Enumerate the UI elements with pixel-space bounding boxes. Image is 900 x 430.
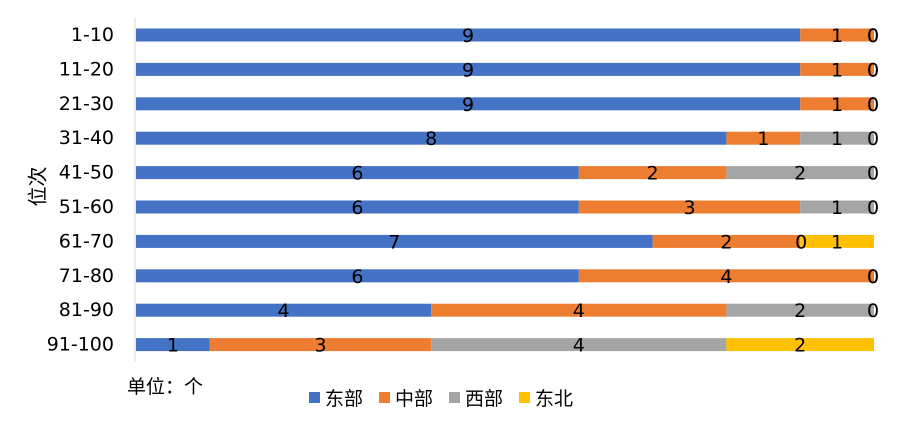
bar-central-61-70: [652, 234, 801, 248]
legend-label-northeast: 东北: [535, 388, 574, 410]
unit-note: 单位：个: [127, 376, 204, 398]
bar-central-31-40: [726, 131, 801, 145]
data-label-west-91-100: 4: [573, 335, 585, 357]
data-label-east-51-60: 6: [351, 197, 363, 219]
bar-east-21-30: [136, 97, 801, 111]
bars-group: [136, 28, 874, 352]
bar-central-11-20: [800, 62, 874, 76]
bar-west-91-100: [431, 338, 727, 352]
data-label-east-91-100: 1: [167, 335, 179, 357]
bar-central-91-100: [209, 338, 432, 352]
data-label-central-1-10: 1: [831, 25, 843, 47]
data-label-northeast-21-30: 0: [867, 94, 879, 116]
bar-northeast-61-70: [800, 234, 874, 248]
data-label-northeast-61-70: 1: [831, 231, 843, 253]
data-label-northeast-91-100: 2: [794, 335, 806, 357]
y-axis-title: 位次: [25, 166, 50, 207]
bar-west-31-40: [800, 131, 874, 145]
legend-swatch-northeast: [519, 392, 531, 403]
data-label-west-1-10: 0: [867, 25, 879, 47]
data-label-northeast-11-20: 0: [867, 59, 879, 81]
bar-east-61-70: [136, 234, 653, 248]
legend-label-west: 西部: [465, 388, 504, 410]
category-label-41-50: 41-50: [59, 162, 114, 184]
data-label-central-51-60: 3: [683, 197, 695, 219]
data-label-east-11-20: 9: [462, 59, 474, 81]
bar-west-41-50: [726, 166, 874, 180]
data-label-west-71-80: 0: [867, 266, 879, 288]
bar-east-91-100: [136, 338, 210, 352]
category-label-61-70: 61-70: [59, 230, 114, 252]
legend: 东部 中部 西部 东北: [309, 384, 589, 411]
legend-item-central: 中部: [379, 384, 433, 411]
bar-east-41-50: [136, 166, 579, 180]
bar-west-51-60: [800, 200, 874, 214]
data-label-east-41-50: 6: [351, 163, 363, 185]
category-label-91-100: 91-100: [47, 334, 114, 356]
data-label-west-41-50: 2: [794, 163, 806, 185]
data-label-northeast-51-60: 0: [867, 197, 879, 219]
category-label-21-30: 21-30: [59, 93, 114, 115]
bar-west-81-90: [726, 303, 874, 317]
legend-item-northeast: 东北: [519, 384, 573, 411]
category-label-1-10: 1-10: [71, 24, 114, 46]
data-label-east-1-10: 9: [462, 25, 474, 47]
bar-east-71-80: [136, 269, 579, 283]
legend-label-east: 东部: [325, 388, 364, 410]
bar-central-51-60: [578, 200, 801, 214]
data-label-central-11-20: 1: [831, 59, 843, 81]
legend-swatch-west: [449, 392, 461, 403]
data-label-central-61-70: 2: [720, 231, 732, 253]
data-label-central-31-40: 1: [757, 128, 769, 150]
data-labels-group: 9 1 009 1 009 1 008 1 1 06 2 2 06 3 1 07 2 0 16 4 004 4 2 01 3 4 2: [167, 25, 879, 357]
data-label-northeast-41-50: 0: [867, 163, 879, 185]
data-label-west-11-20: 0: [867, 59, 879, 81]
data-label-central-81-90: 4: [573, 300, 585, 322]
category-ticks-group: 1-10 11-20 21-30 31-40 41-50 51-60 61-70 71-80 8…: [47, 24, 114, 356]
data-label-west-61-70: 0: [795, 231, 807, 253]
bar-northeast-91-100: [726, 338, 874, 352]
bar-east-81-90: [136, 303, 432, 317]
bar-central-71-80: [578, 269, 874, 283]
bar-central-1-10: [800, 28, 874, 42]
data-label-northeast-31-40: 0: [867, 128, 879, 150]
data-label-east-61-70: 7: [388, 231, 400, 253]
data-label-west-21-30: 0: [867, 94, 879, 116]
legend-item-east: 东部: [309, 384, 363, 411]
bar-east-51-60: [136, 200, 579, 214]
category-label-71-80: 71-80: [59, 265, 114, 287]
bar-east-31-40: [136, 131, 727, 145]
legend-swatch-central: [379, 392, 391, 403]
category-label-11-20: 11-20: [59, 58, 114, 80]
category-label-81-90: 81-90: [59, 299, 114, 321]
data-label-west-51-60: 1: [831, 197, 843, 219]
legend-label-central: 中部: [395, 388, 434, 410]
data-label-east-81-90: 4: [278, 300, 290, 322]
data-label-east-71-80: 6: [351, 266, 363, 288]
data-label-west-31-40: 1: [831, 128, 843, 150]
bar-central-41-50: [578, 166, 727, 180]
data-label-central-21-30: 1: [831, 94, 843, 116]
data-label-west-81-90: 2: [794, 300, 806, 322]
data-label-central-71-80: 4: [720, 266, 732, 288]
category-label-31-40: 31-40: [59, 127, 114, 149]
data-label-northeast-81-90: 0: [867, 300, 879, 322]
bar-east-1-10: [136, 28, 801, 42]
data-label-northeast-71-80: 0: [867, 266, 879, 288]
bar-central-81-90: [431, 303, 727, 317]
bar-central-21-30: [800, 97, 874, 111]
data-label-central-91-100: 3: [314, 335, 326, 357]
data-label-east-31-40: 8: [425, 128, 437, 150]
data-label-east-21-30: 9: [462, 94, 474, 116]
data-label-central-41-50: 2: [647, 163, 659, 185]
category-label-51-60: 51-60: [59, 196, 114, 218]
legend-item-west: 西部: [449, 384, 503, 411]
data-label-northeast-1-10: 0: [867, 25, 879, 47]
bar-east-11-20: [136, 62, 801, 76]
legend-swatch-east: [309, 392, 320, 403]
